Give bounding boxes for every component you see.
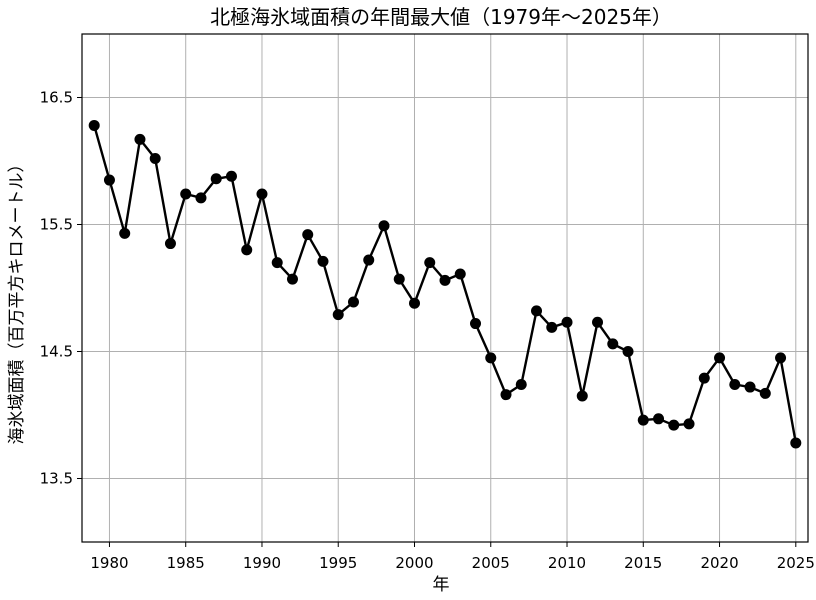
y-axis: 13.5 14.5 15.5 16.5 <box>40 89 82 488</box>
data-point <box>790 437 802 449</box>
data-point <box>439 274 451 286</box>
data-point <box>683 418 695 430</box>
data-point <box>714 352 726 364</box>
data-point <box>302 229 314 241</box>
data-point <box>424 257 436 269</box>
data-point <box>607 338 619 350</box>
data-point <box>363 254 375 266</box>
x-tick-label: 2005 <box>472 554 510 572</box>
x-tick-label: 2025 <box>777 554 815 572</box>
data-point <box>393 273 405 285</box>
data-point <box>546 321 558 333</box>
data-point <box>744 381 756 393</box>
data-point <box>775 352 787 364</box>
data-point <box>668 419 680 431</box>
data-point <box>332 309 344 321</box>
y-tick-label: 15.5 <box>40 216 73 234</box>
data-point <box>759 387 771 399</box>
x-tick-label: 1985 <box>167 554 205 572</box>
data-point <box>286 273 298 285</box>
chart-title: 北極海氷域面積の年間最大値（1979年～2025年） <box>210 5 672 29</box>
y-tick-label: 13.5 <box>40 470 73 488</box>
data-point <box>195 192 207 204</box>
data-point <box>592 316 604 328</box>
data-point <box>531 305 543 317</box>
data-point <box>408 297 420 309</box>
data-point <box>622 346 634 357</box>
x-tick-label: 1990 <box>243 554 281 572</box>
data-point <box>164 238 176 250</box>
data-point <box>485 352 497 364</box>
data-point <box>515 379 527 391</box>
data-point <box>210 173 222 185</box>
data-point <box>698 372 710 384</box>
x-axis: 1980 1985 1990 1995 2000 2005 2010 2015 2020 2025 <box>90 542 815 572</box>
x-tick-label: 1980 <box>90 554 128 572</box>
grid <box>82 34 808 542</box>
data-point <box>134 133 146 145</box>
data-point <box>576 390 588 402</box>
data-point <box>317 255 329 267</box>
data-point <box>729 379 741 391</box>
data-point <box>88 119 100 131</box>
x-tick-label: 1995 <box>319 554 357 572</box>
data-point <box>454 268 466 280</box>
data-point <box>271 257 283 269</box>
data-point <box>225 170 237 182</box>
x-axis-label: 年 <box>433 575 450 595</box>
data-point <box>347 296 359 308</box>
plot-frame <box>81 33 809 543</box>
data-points <box>88 119 802 449</box>
data-point <box>149 152 161 164</box>
y-axis-label: 海氷域面積（百万平方キロメートル） <box>7 156 27 445</box>
x-tick-label: 2010 <box>548 554 586 572</box>
x-tick-label: 2000 <box>395 554 433 572</box>
data-point <box>500 389 512 401</box>
data-point <box>256 188 268 200</box>
data-point <box>378 220 390 232</box>
data-point <box>637 414 649 426</box>
data-point <box>561 316 573 328</box>
data-point <box>653 413 665 425</box>
data-point <box>103 174 115 186</box>
x-tick-label: 2020 <box>700 554 738 572</box>
data-point <box>241 244 253 256</box>
y-tick-label: 16.5 <box>40 89 73 107</box>
data-point <box>119 227 131 239</box>
y-tick-label: 14.5 <box>40 343 73 361</box>
data-point <box>470 318 482 330</box>
data-point <box>180 188 192 200</box>
x-tick-label: 2015 <box>624 554 662 572</box>
